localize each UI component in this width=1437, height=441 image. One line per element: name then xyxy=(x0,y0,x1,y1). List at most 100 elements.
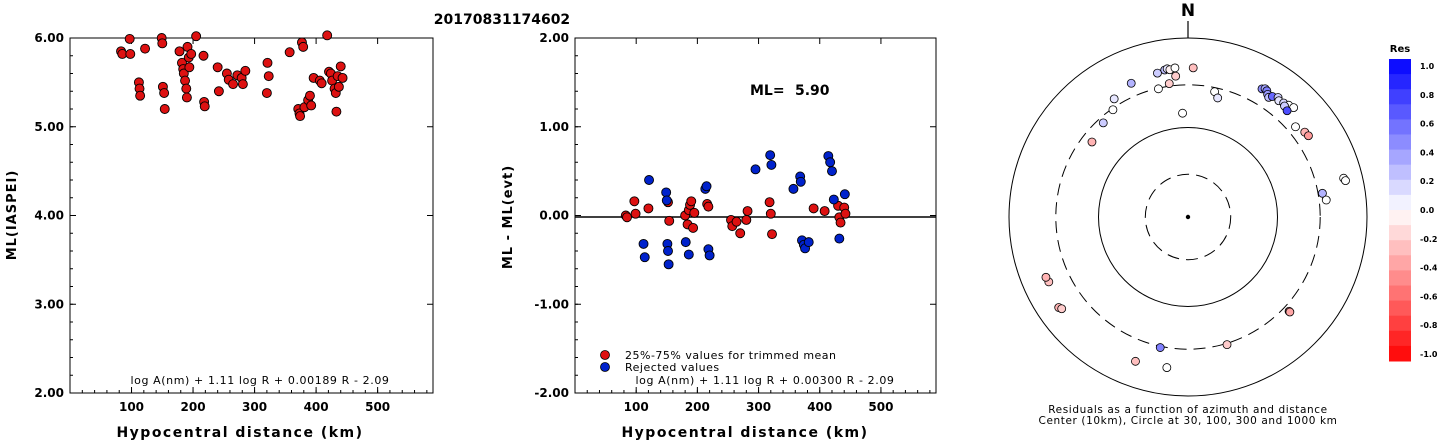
colorbar-tick-label: 1.0 xyxy=(1420,62,1435,71)
ml-summary-label: ML= xyxy=(750,83,785,99)
chart1-data-point xyxy=(228,79,238,90)
colorbar-title: Res xyxy=(1390,44,1410,55)
ring-300km xyxy=(1055,84,1321,350)
chart1-data-point xyxy=(295,111,306,122)
colorbar-swatch xyxy=(1389,300,1411,317)
chart1-data-point xyxy=(186,49,197,59)
station-point xyxy=(1126,78,1136,88)
chart1-x-axis-label: Hypocentral distance (km) xyxy=(116,425,363,441)
colorbar-swatch xyxy=(1389,270,1411,286)
station-point xyxy=(1153,68,1162,78)
chart1-data-point xyxy=(298,41,309,52)
chart1-data-point xyxy=(157,38,168,49)
legend-rejected-marker xyxy=(600,362,610,372)
chart1-data-point xyxy=(198,50,209,61)
chart2-data-point xyxy=(839,189,850,200)
chart2-data-point xyxy=(703,201,714,212)
chart2-data-point xyxy=(683,249,694,260)
chart2-data-point xyxy=(840,208,851,219)
chart2-data-point xyxy=(808,203,819,214)
chart2-legend: 25%-75% values for trimmed mean Rejected… xyxy=(600,349,836,374)
chart2-data-points xyxy=(620,150,851,270)
chart2-data-point xyxy=(629,196,640,207)
chart1-data-point xyxy=(213,86,224,97)
chart2-data-point xyxy=(827,166,837,177)
chart2-data-point xyxy=(663,259,674,270)
chart1-data-point xyxy=(174,46,185,57)
residual-colorbar: Res 1.0 0.8 0.6 0.4 0.2 0.0 -0.2 -0.4 -0.6 -0.8 -1… xyxy=(1389,44,1437,362)
chart1-y-tick-label: 4.00 xyxy=(34,209,64,223)
chart1-x-tick-label: 400 xyxy=(304,400,329,414)
station-point xyxy=(1213,93,1223,103)
station-point xyxy=(1304,131,1313,141)
chart2-data-point xyxy=(834,233,845,244)
colorbar-labels: 1.0 0.8 0.6 0.4 0.2 0.0 -0.2 -0.4 -0.6 -0.8 -1.0 xyxy=(1420,62,1437,359)
colorbar-tick-label: -0.4 xyxy=(1420,264,1437,273)
chart1-y-tick-label: 2.00 xyxy=(34,386,64,400)
colorbar-swatch xyxy=(1389,240,1411,256)
chart2-y-tick-label: 1.00 xyxy=(539,120,569,134)
colorbar-swatch xyxy=(1389,149,1411,166)
chart1-data-point xyxy=(263,71,274,82)
chart2-data-point xyxy=(819,206,830,217)
chart2-data-point xyxy=(766,159,777,170)
chart1-data-point xyxy=(159,104,170,114)
colorbar-swatch xyxy=(1389,89,1411,105)
chart1-data-point xyxy=(125,49,136,59)
chart2-data-point xyxy=(741,214,752,225)
chart1-data-point xyxy=(240,65,251,76)
chart2-x-tick-label: 400 xyxy=(807,400,832,414)
colorbar-tick-label: 0.4 xyxy=(1420,148,1435,157)
chart2-data-point xyxy=(764,197,775,208)
chart2-y-tick-label: -1.00 xyxy=(534,297,569,311)
colorbar-tick-label: 0.8 xyxy=(1420,91,1435,100)
station-point xyxy=(1131,356,1140,366)
chart2-data-point xyxy=(731,216,742,227)
ml-vs-distance-chart: 100 200 300 400 500 2.00 3.00 4.00 5.00 6.00 Hypo… xyxy=(5,30,434,441)
chart1-data-point xyxy=(135,90,146,101)
colorbar-swatch xyxy=(1389,225,1411,241)
chart1-data-point xyxy=(199,101,210,112)
chart2-data-point xyxy=(664,215,675,226)
chart1-data-point xyxy=(212,62,223,73)
station-point xyxy=(1178,108,1187,118)
chart2-data-point xyxy=(735,228,746,239)
station-point xyxy=(1285,307,1295,317)
station-point xyxy=(1282,106,1292,116)
colorbar-swatch xyxy=(1389,59,1411,75)
chart2-data-point xyxy=(644,175,654,185)
legend-trimmed-marker xyxy=(600,350,610,360)
chart1-data-point xyxy=(335,61,346,72)
colorbar-swatch xyxy=(1389,164,1411,181)
chart2-data-point xyxy=(765,150,776,161)
chart2-data-point xyxy=(767,229,777,240)
chart2-y-axis-label: ML - ML(evt) xyxy=(501,165,516,269)
chart2-data-point xyxy=(835,217,846,228)
chart1-x-tick-label: 300 xyxy=(242,400,267,414)
chart2-axis-ticks: 100 200 300 400 500 -2.00 -1.00 0.00 1.00 2.00 xyxy=(534,31,936,414)
colorbar-swatch xyxy=(1389,119,1411,135)
station-point xyxy=(1291,122,1300,132)
chart2-data-point xyxy=(765,208,776,219)
station-point xyxy=(1109,94,1119,104)
colorbar-tick-label: -0.8 xyxy=(1420,321,1437,330)
colorbar-swatch xyxy=(1389,210,1411,226)
colorbar-swatch xyxy=(1389,330,1411,347)
ring-1000km xyxy=(1008,37,1368,397)
chart2-x-tick-label: 500 xyxy=(868,400,893,414)
chart2-data-point xyxy=(803,237,814,248)
residual-polar-map: N Residuals as a function of azimuth and… xyxy=(1008,1,1368,427)
station-point xyxy=(1170,63,1180,73)
chart1-data-point xyxy=(316,78,327,89)
polar-caption-line1: Residuals as a function of azimuth and d… xyxy=(1048,404,1328,416)
chart2-data-point xyxy=(638,238,649,249)
chart1-data-point xyxy=(261,88,272,98)
chart1-data-point xyxy=(191,31,202,42)
chart1-data-points xyxy=(116,30,348,122)
station-point xyxy=(1162,363,1172,372)
north-label: N xyxy=(1181,1,1195,21)
chart2-x-tick-label: 300 xyxy=(746,400,771,414)
station-point xyxy=(1321,195,1331,205)
chart2-x-tick-label: 100 xyxy=(624,400,649,414)
station-point xyxy=(1341,176,1350,186)
